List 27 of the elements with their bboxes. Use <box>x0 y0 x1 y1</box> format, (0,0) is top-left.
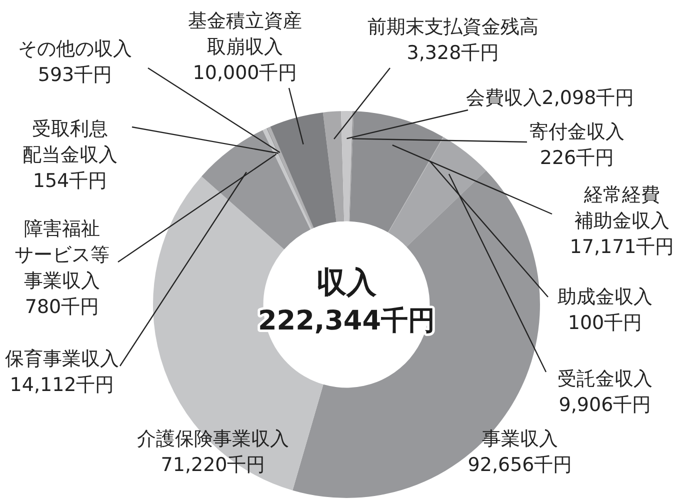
data-label: 71,220千円 <box>160 454 266 476</box>
data-label: 10,000千円 <box>192 62 298 84</box>
data-label: 100千円 <box>568 312 642 334</box>
slice-label: 助成金収入 <box>558 286 652 308</box>
data-label: 154千円 <box>32 170 108 192</box>
text: 収入 <box>316 265 378 300</box>
data-label: 17,171千円 <box>570 236 674 258</box>
slice-label: 受託金収入 <box>558 368 652 390</box>
slice-label: 経常経費補助金収入 <box>574 184 670 232</box>
slice-label: その他の収入 <box>18 38 132 60</box>
data-label: 14,112千円 <box>10 374 114 396</box>
slice-label: 会費収入2,098千円 <box>466 86 634 109</box>
slice-label: 介護保険事業収入 <box>137 428 289 450</box>
slice-label: 前期末支払資金残高 <box>368 16 538 38</box>
slice-label: 障害福祉サービス等事業収入 <box>14 218 110 292</box>
slice-label: 保育事業収入 <box>5 348 119 370</box>
data-label: 780千円 <box>24 296 100 318</box>
data-label: 3,328千円 <box>406 42 500 64</box>
slice-label: 事業収入 <box>482 428 558 450</box>
data-label: 593千円 <box>38 64 112 86</box>
data-label: 226千円 <box>540 146 614 169</box>
text: 222,344千円 <box>258 306 435 337</box>
slice-label: 基金積立資産取崩収入 <box>188 10 302 58</box>
data-label: 92,656千円 <box>468 454 572 476</box>
slice-label: 受取利息配当金収入 <box>22 118 118 166</box>
data-label: 9,906千円 <box>558 394 652 416</box>
slice-label: 寄付金収入 <box>530 120 624 143</box>
